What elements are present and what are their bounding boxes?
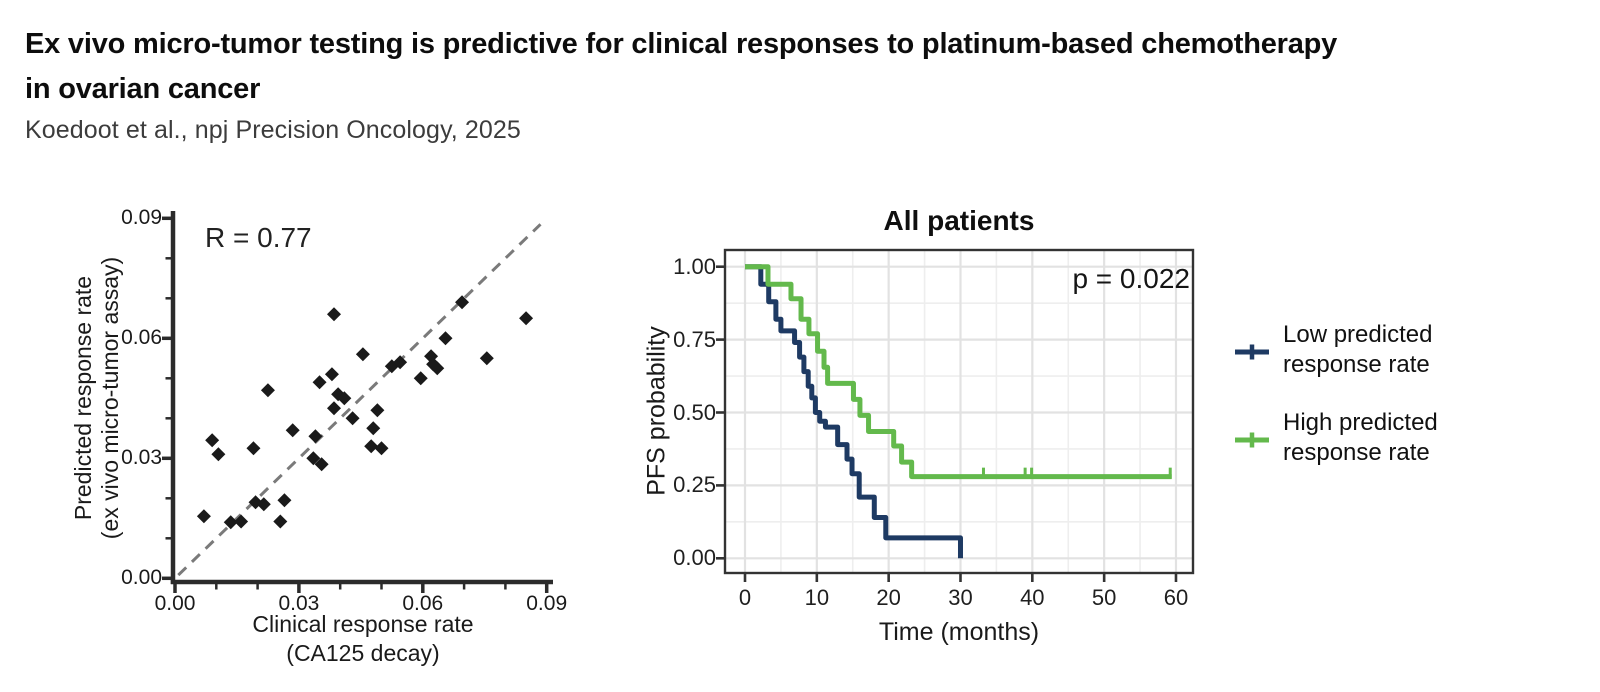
km-y-axis-label: PFS probability: [642, 326, 671, 496]
scatter-point: [234, 514, 249, 529]
scatter-point: [393, 355, 408, 370]
scatter-point: [479, 351, 494, 366]
km-y-tick-label: 0.25: [673, 472, 716, 498]
km-plot-title: All patients: [883, 205, 1035, 236]
km-x-tick-label: 10: [804, 585, 830, 610]
scatter-x-axis-label: Clinical response rate (CA125 decay): [163, 610, 563, 668]
scatter-point: [211, 447, 226, 462]
km-y-tick-label: 0.50: [673, 399, 716, 425]
scatter-point: [413, 371, 428, 386]
scatter-x-axis-label-line2: (CA125 decay): [286, 640, 440, 666]
scatter-x-tick-label: 0.06: [402, 592, 444, 615]
scatter-point: [430, 361, 445, 376]
km-x-tick-label: 50: [1091, 585, 1117, 610]
scatter-point: [312, 375, 327, 390]
legend-key-low-censor-plus-icon: [1235, 344, 1269, 360]
scatter-x-axis-label-line1: Clinical response rate: [252, 611, 474, 637]
scatter-point: [205, 433, 220, 448]
km-x-tick-label: 20: [876, 585, 901, 610]
km-y-tick-label: 0.75: [673, 326, 716, 352]
km-y-tick-label: 0.00: [673, 545, 716, 571]
scatter-y-tick-label: 0.09: [121, 206, 162, 230]
scatter-point: [519, 311, 534, 326]
scatter-point: [256, 497, 271, 512]
scatter-point: [374, 441, 389, 456]
legend-key-high-censor-plus-icon: [1235, 432, 1269, 448]
scatter-point: [327, 401, 342, 416]
km-y-tick-label: 1.00: [673, 253, 716, 279]
scatter-y-tick-label: 0.03: [121, 446, 162, 470]
scatter-point: [366, 421, 381, 436]
page-title-line2: in ovarian cancer: [25, 73, 261, 105]
scatter-point: [277, 493, 292, 508]
scatter-point: [260, 383, 275, 398]
scatter-point: [364, 439, 379, 454]
scatter-x-tick-label: 0.09: [526, 592, 568, 615]
scatter-point: [324, 367, 339, 382]
km-curve: [745, 264, 1172, 480]
km-x-tick-label: 40: [1020, 585, 1045, 610]
citation: Koedoot et al., npj Precision Oncology, …: [25, 116, 521, 144]
p-value-annotation: p = 0.022: [1072, 263, 1190, 294]
page-title-line1: Ex vivo micro-tumor testing is predictiv…: [25, 28, 1338, 60]
km-x-axis-label: Time (months): [878, 618, 1040, 646]
scatter-point: [246, 441, 261, 456]
scatter-point: [196, 509, 211, 524]
scatter-point: [455, 295, 470, 310]
legend-label-low: Low predicted response rate: [1283, 321, 1433, 378]
scatter-point: [308, 429, 323, 444]
scatter-x-tick-label: 0.00: [154, 592, 196, 615]
scatter-y-tick-label: 0.00: [121, 566, 162, 590]
scatter-point: [370, 403, 385, 418]
page-title: Ex vivo micro-tumor testing is predictiv…: [25, 22, 1585, 112]
scatter-point: [337, 391, 352, 406]
scatter-point: [273, 514, 288, 529]
scatter-point: [306, 451, 321, 466]
km-x-tick-label: 0: [738, 585, 752, 610]
scatter-point: [223, 515, 238, 530]
km-x-tick-label: 60: [1163, 585, 1189, 610]
km-curve: [745, 264, 963, 559]
km-x-tick-label: 30: [948, 585, 973, 610]
legend-label-high: High predicted response rate: [1283, 409, 1438, 466]
scatter-point: [355, 347, 370, 362]
scatter-y-tick-label: 0.06: [121, 326, 162, 350]
correlation-annotation: R = 0.77: [205, 222, 312, 253]
scatter-point: [327, 307, 342, 322]
scatter-point: [314, 457, 329, 472]
scatter-point: [345, 411, 360, 426]
scatter-x-tick-label: 0.03: [278, 592, 320, 615]
scatter-point: [438, 331, 453, 346]
scatter-point: [285, 423, 300, 438]
